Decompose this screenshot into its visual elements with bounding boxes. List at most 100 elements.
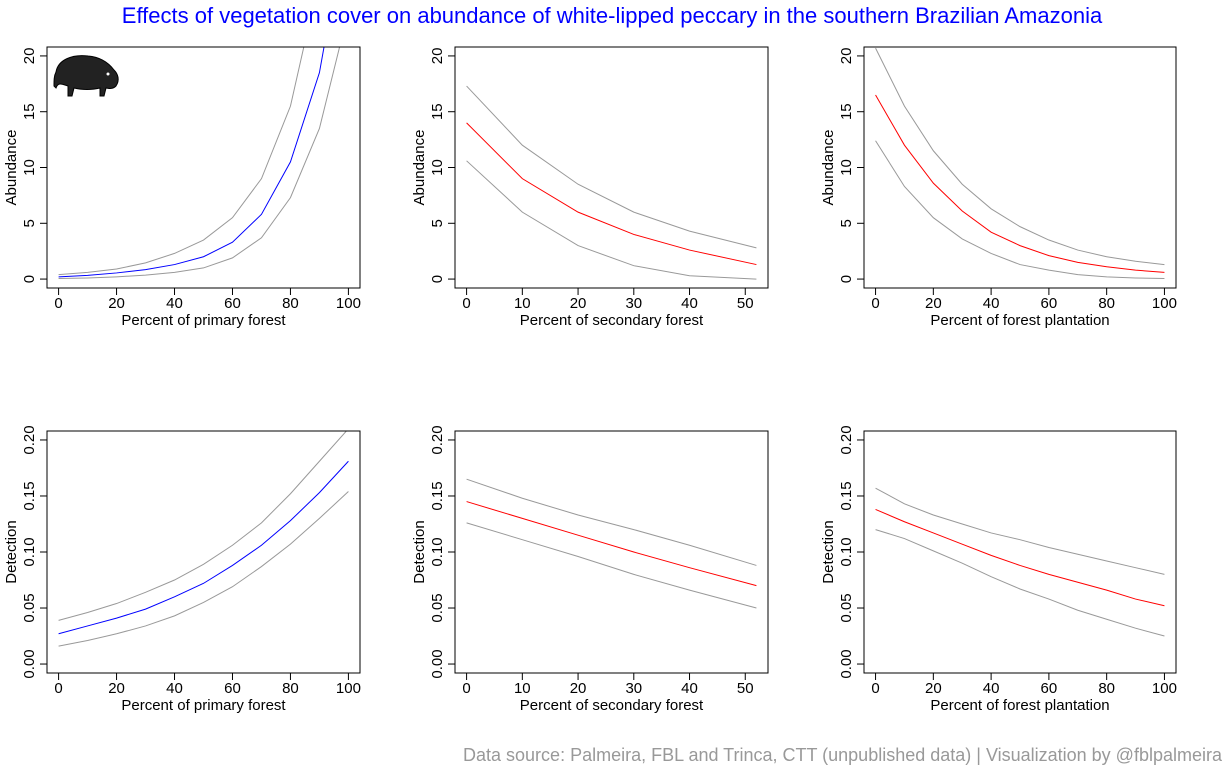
y-tick-label: 0.15 — [429, 481, 446, 510]
peccary-body — [53, 55, 119, 97]
y-tick-label: 15 — [429, 103, 446, 120]
peccary-icon — [53, 55, 119, 97]
series-line — [58, 47, 305, 276]
x-tick-label: 20 — [570, 295, 587, 312]
x-tick-label: 0 — [871, 680, 879, 697]
x-tick-label: 60 — [1041, 680, 1058, 697]
x-tick-label: 0 — [54, 295, 62, 312]
x-tick-label: 100 — [1152, 295, 1177, 312]
series-line — [466, 501, 757, 587]
x-tick-label: 80 — [1098, 680, 1115, 697]
y-tick-label: 0.00 — [429, 649, 446, 678]
series-line — [875, 508, 1165, 607]
y-tick-label: 5 — [21, 219, 38, 227]
series-line — [58, 431, 348, 621]
x-tick-label: 60 — [224, 295, 241, 312]
series-line — [875, 94, 1165, 273]
x-tick-label: 0 — [54, 680, 62, 697]
x-tick-label: 40 — [681, 680, 698, 697]
y-tick-label: 0.00 — [21, 649, 38, 678]
y-tick-label: 0 — [838, 275, 855, 283]
x-tick-label: 80 — [282, 295, 299, 312]
series-line — [875, 529, 1165, 637]
y-axis-label: Detection — [411, 520, 428, 583]
x-tick-label: 0 — [462, 295, 470, 312]
series-line — [466, 160, 757, 280]
series-line — [875, 47, 1165, 266]
series-line — [466, 478, 757, 566]
x-tick-label: 10 — [514, 680, 531, 697]
x-tick-label: 80 — [282, 680, 299, 697]
series-line — [58, 47, 325, 278]
x-tick-label: 100 — [336, 680, 361, 697]
x-tick-label: 40 — [166, 295, 183, 312]
plot-box — [863, 430, 1177, 674]
series-line — [875, 140, 1165, 280]
y-axis-label: Abundance — [3, 130, 20, 206]
x-tick-label: 20 — [925, 295, 942, 312]
x-tick-label: 30 — [625, 295, 642, 312]
plot-box — [46, 430, 361, 674]
y-tick-label: 0.05 — [429, 593, 446, 622]
x-tick-label: 40 — [166, 680, 183, 697]
x-tick-label: 50 — [737, 295, 754, 312]
x-tick-label: 100 — [1152, 680, 1177, 697]
series-line — [58, 491, 349, 647]
plot-box — [46, 46, 361, 289]
x-tick-label: 40 — [983, 680, 1000, 697]
x-axis-label: Percent of primary forest — [121, 697, 286, 714]
x-tick-label: 40 — [681, 295, 698, 312]
y-tick-label: 0.05 — [21, 593, 38, 622]
x-axis-label: Percent of primary forest — [121, 312, 286, 329]
y-tick-label: 0.10 — [21, 537, 38, 566]
x-tick-label: 80 — [1098, 295, 1115, 312]
series-line — [466, 85, 757, 249]
y-tick-label: 15 — [21, 103, 38, 120]
x-axis-label: Percent of secondary forest — [520, 312, 704, 329]
x-tick-label: 60 — [224, 680, 241, 697]
y-tick-label: 0.05 — [838, 593, 855, 622]
series-line — [58, 47, 341, 280]
source-note: Data source: Palmeira, FBL and Trinca, C… — [463, 745, 1223, 765]
y-tick-label: 0.15 — [21, 481, 38, 510]
y-tick-label: 0.10 — [429, 537, 446, 566]
y-axis-label: Detection — [820, 520, 837, 583]
peccary-eye — [106, 72, 110, 76]
series-line — [875, 487, 1165, 575]
x-tick-label: 100 — [336, 295, 361, 312]
series-line — [466, 522, 757, 609]
panel: 0 10 20 30 40 50 0.00 0.05 0.10 0.15 0.20 Percent o… — [411, 425, 769, 714]
x-axis-label: Percent of secondary forest — [520, 697, 704, 714]
y-tick-label: 20 — [838, 48, 855, 65]
y-tick-label: 0.20 — [21, 425, 38, 454]
y-tick-label: 5 — [429, 219, 446, 227]
y-tick-label: 0.00 — [838, 649, 855, 678]
y-tick-label: 10 — [429, 159, 446, 176]
x-tick-label: 0 — [871, 295, 879, 312]
x-tick-label: 20 — [108, 295, 125, 312]
plot-box — [863, 46, 1177, 289]
plot-box — [454, 46, 769, 289]
x-tick-label: 20 — [108, 680, 125, 697]
x-tick-label: 20 — [570, 680, 587, 697]
x-tick-label: 40 — [983, 295, 1000, 312]
figure-title: Effects of vegetation cover on abundance… — [122, 3, 1103, 28]
y-tick-label: 10 — [838, 159, 855, 176]
x-tick-label: 0 — [462, 680, 470, 697]
y-tick-label: 0 — [429, 275, 446, 283]
x-axis-label: Percent of forest plantation — [930, 312, 1109, 329]
x-tick-label: 20 — [925, 680, 942, 697]
y-tick-label: 0.10 — [838, 537, 855, 566]
x-tick-label: 60 — [1041, 295, 1058, 312]
y-axis-label: Abundance — [820, 130, 837, 206]
y-axis-label: Abundance — [411, 130, 428, 206]
y-tick-label: 15 — [838, 103, 855, 120]
y-tick-label: 0 — [21, 275, 38, 283]
y-tick-label: 0.15 — [838, 481, 855, 510]
series-line — [466, 122, 757, 266]
series-line — [58, 460, 349, 635]
